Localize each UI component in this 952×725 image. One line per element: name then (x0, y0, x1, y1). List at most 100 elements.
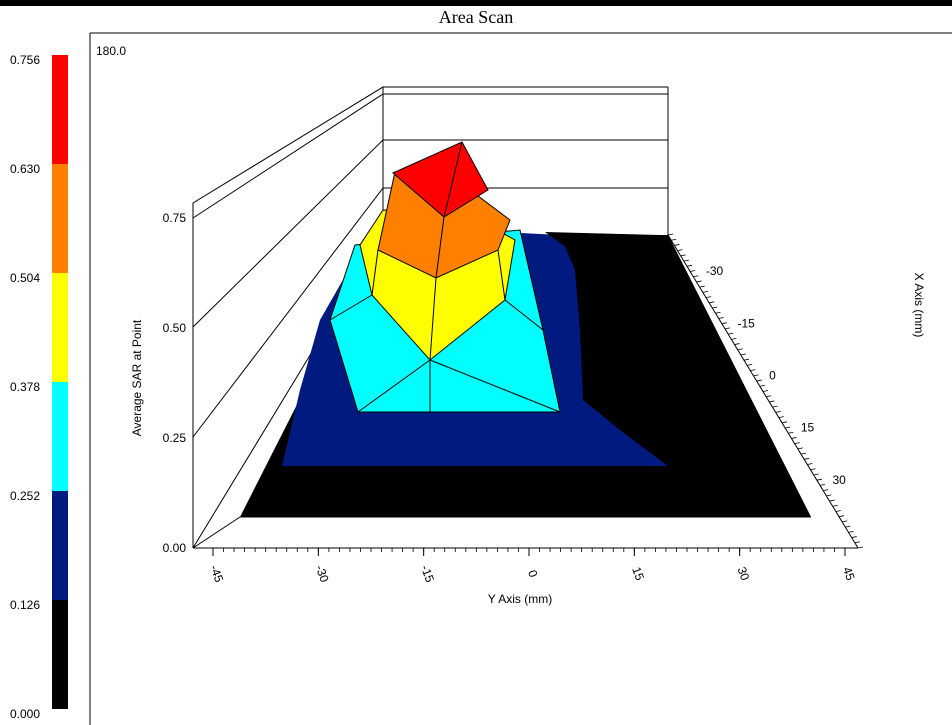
mesh-line (429, 359, 561, 413)
y-minor-tick (766, 395, 772, 398)
x-tick-label: 45 (840, 565, 858, 583)
y-minor-tick (734, 343, 740, 345)
y-minor-tick (683, 259, 689, 262)
y-minor-tick (693, 275, 699, 278)
y-minor-tick (813, 473, 819, 476)
colorbar (52, 55, 68, 709)
y-minor-tick (848, 530, 854, 533)
y-minor-tick (785, 426, 791, 429)
y-minor-tick (804, 457, 810, 460)
z-tick-label: 0.25 (163, 431, 187, 445)
y-minor-tick (674, 244, 680, 246)
y-minor-tick (772, 405, 778, 408)
y-minor-tick (838, 515, 845, 518)
y-minor-tick (718, 317, 724, 319)
colorbar-band (52, 55, 68, 164)
z-axis-label: Average SAR at Point (130, 319, 144, 436)
colorbar-band (52, 382, 68, 491)
y-tick-labels: -30 -15 0 15 30 (706, 264, 846, 487)
mesh-line (443, 141, 463, 218)
y-minor-tick (731, 337, 737, 340)
y-minor-tick (797, 447, 803, 450)
surface (329, 141, 561, 413)
x-tick-label: -30 (313, 563, 332, 584)
colorbar-tick-label: 0.504 (10, 271, 40, 285)
y-minor-tick (807, 463, 813, 465)
y-minor-tick (759, 384, 765, 387)
y-minor-tick (753, 374, 759, 377)
x-tick-labels: -45 -30 -15 0 15 30 45 (207, 548, 858, 584)
mesh-line (371, 249, 379, 296)
y-tick-label: -30 (706, 264, 724, 278)
x-tick-label: 15 (629, 565, 647, 583)
y-minor-tick (699, 285, 705, 288)
y-minor-tick (667, 233, 674, 236)
corner-label: 180.0 (96, 44, 126, 58)
y-minor-tick (794, 442, 800, 445)
colorbar-tick-label: 0.756 (10, 53, 40, 67)
y-minor-tick (743, 358, 750, 361)
colorbar-tick-label: 0.630 (10, 162, 40, 176)
y-minor-tick (854, 541, 860, 544)
mesh-line (429, 277, 437, 361)
y-minor-tick (705, 296, 712, 298)
title-bar (0, 0, 952, 6)
y-tick-label: 0 (769, 368, 776, 382)
y-tick-label: -15 (738, 316, 756, 330)
y-minor-tick (750, 369, 756, 372)
y-minor-tick (851, 536, 857, 538)
y-minor-tick (775, 410, 781, 413)
back-walls (192, 86, 669, 549)
y-minor-tick (778, 416, 784, 418)
y-minor-tick (671, 238, 677, 241)
colorbar-band (52, 273, 68, 382)
y-tick-label: 15 (801, 421, 815, 435)
y-minor-tick (845, 525, 851, 528)
mesh-line (497, 249, 506, 301)
y-minor-tick (747, 364, 753, 366)
colorbar-band (52, 491, 68, 600)
y-minor-tick (842, 520, 848, 523)
z-tick-label: 0.75 (163, 211, 187, 225)
mesh-line (435, 216, 445, 279)
y-minor-tick (696, 280, 702, 283)
y-minor-tick (686, 264, 693, 267)
y-minor-tick (800, 452, 807, 455)
y-minor-tick (709, 301, 715, 304)
mesh-line (504, 299, 544, 331)
y-minor-tick (737, 348, 743, 351)
z-tick-label: 0.00 (163, 541, 187, 555)
y-minor-tick (677, 249, 683, 252)
colorbar-tick-label: 0.252 (10, 489, 40, 503)
y-minor-tick (829, 499, 835, 502)
y-minor-tick (769, 400, 775, 403)
surface-red (392, 141, 489, 218)
y-minor-tick (702, 290, 708, 293)
y-minor-tick (823, 489, 829, 492)
colorbar-band (52, 600, 68, 709)
z-tick-label: 0.50 (163, 321, 187, 335)
y-minor-tick (712, 306, 718, 309)
colorbar-ticks: 0.756 0.630 0.504 0.378 0.252 0.126 0.000 (10, 53, 40, 721)
z-tick-labels: 0.00 0.25 0.50 0.75 (163, 211, 187, 555)
y-minor-tick (832, 504, 838, 507)
x-tick-label: 30 (735, 565, 753, 583)
y-minor-tick (721, 322, 727, 325)
y-minor-tick (857, 546, 864, 549)
colorbar-tick-label: 0.000 (10, 707, 40, 721)
y-minor-tick (791, 437, 797, 439)
y-minor-tick (724, 327, 731, 330)
y-minor-tick (819, 484, 826, 486)
y-axis-label: X Axis (mm) (912, 273, 926, 338)
y-minor-tick (715, 311, 721, 314)
x-tick-label: -15 (418, 563, 437, 584)
y-minor-tick (816, 478, 822, 481)
y-minor-tick (756, 379, 762, 382)
x-axis-label: Y Axis (mm) (488, 592, 552, 606)
y-minor-tick (781, 421, 788, 424)
colorbar-tick-label: 0.378 (10, 380, 40, 394)
chart-title: Area Scan (438, 7, 514, 27)
y-minor-tick (740, 353, 746, 356)
